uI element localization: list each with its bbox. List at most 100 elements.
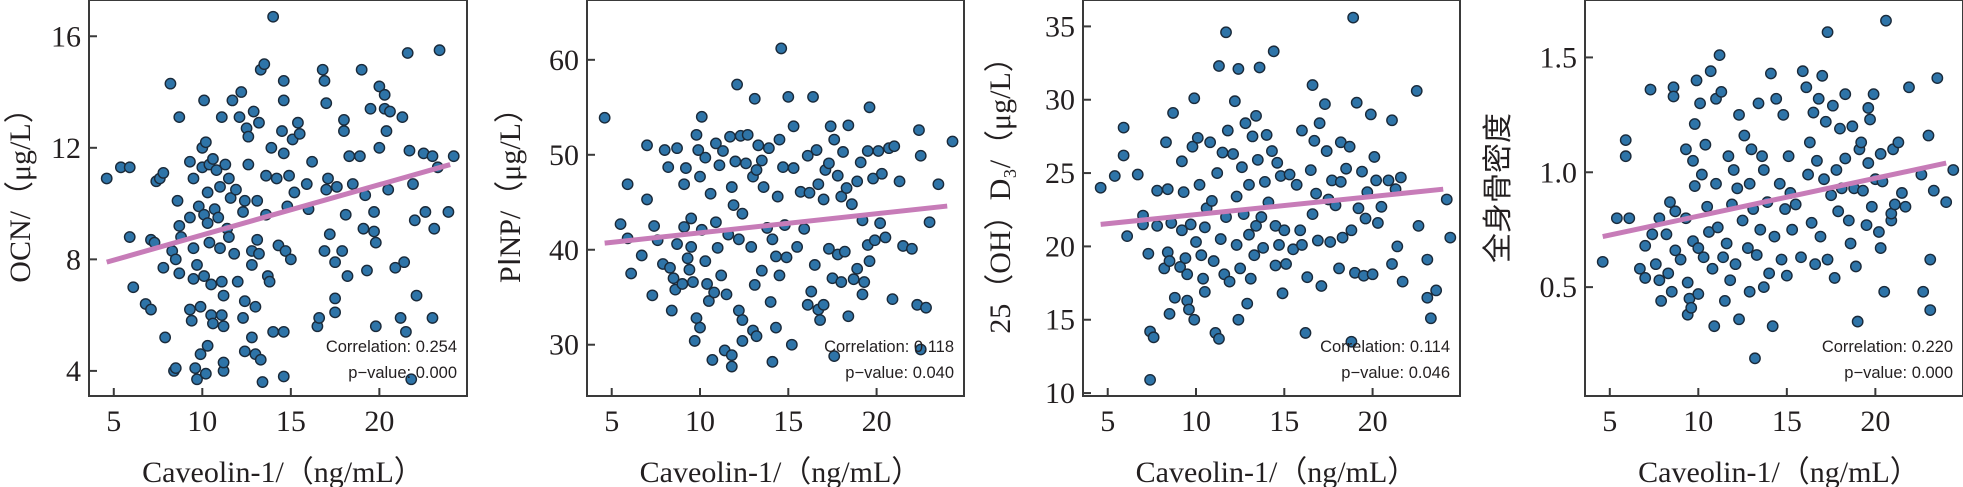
data-point [704, 187, 717, 200]
data-point [1644, 83, 1657, 96]
data-point [1216, 146, 1229, 159]
data-point [1782, 150, 1795, 163]
data-point [694, 170, 706, 183]
data-point [913, 124, 925, 137]
data-point [1213, 60, 1225, 72]
data-point [803, 186, 816, 199]
data-point [635, 249, 648, 262]
data-point [750, 164, 763, 176]
data-point [665, 304, 678, 317]
data-point [1828, 272, 1841, 284]
data-point [831, 169, 844, 182]
data-point [762, 142, 775, 155]
data-point [1260, 129, 1273, 141]
data-point [215, 275, 228, 288]
data-point [1873, 226, 1885, 238]
data-point [1733, 108, 1745, 121]
x-tick-label: 20 [1860, 405, 1890, 438]
data-point [856, 288, 869, 301]
data-point [1653, 274, 1666, 287]
x-tick-label: 15 [1772, 405, 1802, 438]
data-point [187, 272, 200, 285]
data-point [1596, 255, 1609, 268]
data-point [251, 194, 264, 207]
data-point [253, 116, 265, 129]
data-point [1421, 253, 1434, 266]
data-point [1715, 85, 1728, 98]
data-point [1717, 251, 1729, 264]
data-point [210, 164, 223, 177]
x-tick-label: 10 [1181, 405, 1211, 438]
data-point [433, 44, 446, 57]
data-point [1862, 102, 1875, 114]
data-point [212, 211, 225, 224]
data-point [893, 175, 906, 188]
data-point [688, 335, 701, 347]
data-point [1741, 242, 1754, 254]
data-point [724, 130, 736, 143]
data-point [1834, 122, 1846, 135]
data-point [708, 286, 721, 299]
data-point [1334, 175, 1347, 188]
data-point [1239, 117, 1252, 130]
data-point [868, 234, 881, 247]
data-point [1754, 223, 1767, 236]
data-point [1896, 187, 1908, 199]
y-axis-title: 全身骨密度 [1482, 113, 1515, 263]
data-point [1294, 224, 1307, 237]
data-point [1681, 276, 1694, 289]
data-point [447, 150, 460, 163]
data-point [932, 178, 945, 191]
data-point [1927, 184, 1940, 197]
data-point [1375, 200, 1388, 213]
data-point [736, 335, 749, 347]
data-point [217, 356, 230, 369]
data-point [1655, 295, 1668, 307]
correlation-label: Correlation: 0.220 [1822, 338, 1953, 356]
data-point [1228, 95, 1241, 108]
data-point [1892, 136, 1905, 149]
data-point [773, 269, 786, 282]
data-point [1665, 285, 1678, 298]
data-point [1343, 140, 1356, 153]
chart-svg: 5 10 15 20 10 15 20 25 30 35 Correlation: 0.114 p−v… [984, 0, 1461, 487]
y-tick-label: 50 [549, 139, 579, 172]
data-point [1382, 174, 1395, 187]
data-point [1198, 221, 1211, 234]
data-point [679, 162, 692, 174]
data-point [923, 216, 936, 229]
data-point [242, 130, 255, 143]
data-point [614, 218, 627, 231]
data-point [824, 120, 837, 133]
data-point [145, 303, 157, 316]
data-point [805, 285, 818, 298]
data-point [201, 217, 214, 229]
data-point [1727, 164, 1740, 176]
data-point [1121, 230, 1134, 243]
data-point [1421, 291, 1434, 304]
data-point [725, 181, 738, 193]
data-point [1168, 291, 1181, 304]
data-point [1299, 327, 1312, 339]
data-point [1391, 240, 1404, 253]
x-tick-label: 5 [1602, 405, 1617, 438]
data-point [740, 157, 752, 170]
data-point [681, 252, 694, 265]
data-point [842, 310, 855, 323]
data-point [1396, 275, 1409, 288]
data-point [1243, 228, 1255, 241]
data-point [1333, 262, 1345, 275]
data-point [710, 216, 722, 229]
data-point [219, 158, 232, 171]
p-value-label: p−value: 0.046 [1341, 364, 1450, 382]
data-point [1708, 320, 1721, 333]
data-point [1304, 164, 1317, 177]
data-point [706, 354, 719, 366]
data-point [238, 194, 251, 207]
data-point [1724, 274, 1737, 287]
data-point [715, 269, 728, 282]
data-point [752, 139, 765, 152]
y-tick-label: 15 [1045, 304, 1075, 337]
data-point [127, 281, 140, 294]
data-point [1812, 92, 1825, 105]
